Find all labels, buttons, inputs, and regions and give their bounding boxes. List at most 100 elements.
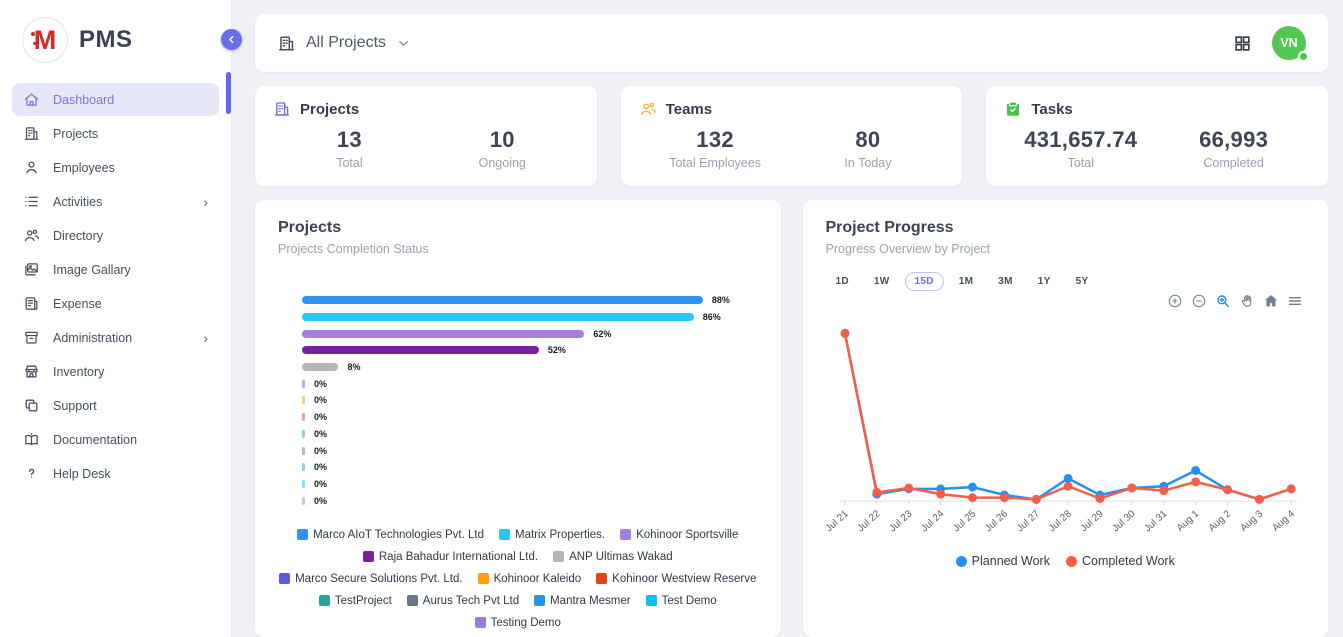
legend-swatch — [477, 573, 489, 585]
bar[interactable] — [302, 396, 305, 405]
apps-grid-icon[interactable] — [1233, 34, 1252, 53]
completion-bar-row-aurus-tech-pvt-ltd: 0% — [302, 442, 758, 459]
completion-bar-row-marco-aiot-technologies-pvt-ltd: 88% — [302, 292, 758, 309]
data-point-completed-work[interactable] — [935, 489, 945, 499]
sidebar-item-administration[interactable]: Administration › — [12, 321, 219, 354]
sidebar-item-expense[interactable]: Expense — [12, 287, 219, 320]
sidebar-item-projects[interactable]: Projects — [12, 117, 219, 150]
panel-subtitle: Progress Overview by Project — [825, 242, 991, 256]
data-point-completed-work[interactable] — [1031, 494, 1041, 504]
bar-value-label: 86% — [702, 312, 721, 323]
data-point-completed-work[interactable] — [1158, 486, 1168, 496]
legend-swatch — [596, 573, 608, 585]
bar[interactable] — [302, 413, 305, 422]
bar-value-label: 0% — [314, 445, 328, 456]
zoom-out-icon[interactable] — [1191, 293, 1207, 309]
range-button-1w[interactable]: 1W — [864, 272, 900, 291]
completion-bar-row-marco-secure-solutions-pvt-ltd: 0% — [302, 375, 758, 392]
completion-bar-row-kohinoor-westview-reserve: 0% — [302, 409, 758, 426]
data-point-planned-work[interactable] — [967, 482, 977, 492]
legend-item-aurus-tech-pvt-ltd[interactable]: Aurus Tech Pvt Ltd — [406, 595, 519, 607]
chart-menu-icon[interactable] — [1287, 293, 1303, 309]
bar[interactable] — [302, 446, 305, 455]
sidebar-item-support[interactable]: Support — [12, 389, 219, 422]
sidebar-item-employees[interactable]: Employees — [12, 151, 219, 184]
progress-legend: Planned Work Completed Work — [826, 554, 1306, 568]
sidebar-collapse-button[interactable] — [221, 29, 242, 50]
pan-icon[interactable] — [1239, 293, 1255, 309]
data-point-planned-work[interactable] — [1063, 473, 1073, 483]
data-point-completed-work[interactable] — [1222, 485, 1232, 495]
project-filter-dropdown[interactable]: All Projects — [277, 34, 411, 53]
data-point-planned-work[interactable] — [1190, 466, 1200, 475]
data-point-completed-work[interactable] — [1254, 494, 1264, 504]
stat-card-projects: Projects 13 Total 10 Ongoing — [255, 86, 597, 186]
sidebar-item-documentation[interactable]: Documentation — [12, 423, 219, 456]
legend-swatch — [474, 617, 486, 629]
legend-item-kohinoor-sportsville[interactable]: Kohinoor Sportsville — [620, 529, 738, 541]
sidebar-scrollbar-thumb[interactable] — [226, 72, 231, 114]
data-point-completed-work[interactable] — [871, 487, 881, 497]
data-point-completed-work[interactable] — [967, 493, 977, 503]
legend-item-planned-work[interactable]: Planned Work — [955, 554, 1050, 568]
sidebar-item-activities[interactable]: Activities › — [12, 185, 219, 218]
panel-title: Project Progress — [825, 219, 954, 236]
zoom-in-icon[interactable] — [1167, 293, 1183, 309]
range-button-15d[interactable]: 15D — [904, 272, 944, 291]
sidebar-item-inventory[interactable]: Inventory — [12, 355, 219, 388]
bar[interactable] — [302, 363, 339, 372]
range-button-1m[interactable]: 1M — [949, 272, 984, 291]
reset-home-icon[interactable] — [1263, 293, 1279, 309]
data-point-completed-work[interactable] — [840, 328, 849, 338]
book-icon — [23, 431, 40, 448]
legend-item-marco-aiot-technologies-pvt-ltd[interactable]: Marco AIoT Technologies Pvt. Ltd — [297, 529, 484, 541]
legend-item-kohinoor-kaleido[interactable]: Kohinoor Kaleido — [477, 573, 581, 585]
sidebar-item-image-gallary[interactable]: Image Gallary — [12, 253, 219, 286]
data-point-completed-work[interactable] — [1095, 494, 1104, 503]
data-point-completed-work[interactable] — [903, 483, 913, 493]
avatar[interactable]: VN — [1272, 26, 1309, 62]
metric-projects-ongoing: 10 Ongoing — [478, 127, 526, 170]
bar-value-label: 0% — [314, 495, 328, 506]
bar[interactable] — [302, 496, 305, 505]
bar[interactable] — [302, 479, 305, 488]
data-point-completed-work[interactable] — [1126, 483, 1136, 493]
range-button-1y[interactable]: 1Y — [1028, 272, 1061, 291]
brand-logo: M — [22, 17, 68, 63]
bar[interactable] — [302, 329, 585, 338]
completion-bar-row-anp-ultimas-wakad: 8% — [302, 359, 758, 376]
data-point-completed-work[interactable] — [1190, 477, 1200, 487]
legend-item-kohinoor-westview-reserve[interactable]: Kohinoor Westview Reserve — [596, 573, 756, 585]
selection-zoom-icon[interactable] — [1215, 293, 1231, 309]
bar[interactable] — [302, 463, 305, 472]
bar[interactable] — [302, 429, 305, 438]
sidebar-item-dashboard[interactable]: Dashboard — [12, 83, 219, 116]
legend-item-raja-bahadur-international-ltd[interactable]: Raja Bahadur International Ltd. — [362, 551, 538, 563]
legend-item-testing-demo[interactable]: Testing Demo — [474, 617, 561, 629]
topbar: All Projects VN — [255, 14, 1328, 72]
chevron-right-icon: › — [203, 193, 208, 210]
bar[interactable] — [302, 313, 694, 322]
sidebar-item-help-desk[interactable]: Help Desk — [12, 457, 219, 490]
data-point-completed-work[interactable] — [1063, 481, 1073, 491]
data-point-completed-work[interactable] — [999, 493, 1009, 503]
bar-value-label: 0% — [314, 412, 328, 423]
legend-item-mantra-mesmer[interactable]: Mantra Mesmer — [534, 595, 631, 607]
bar[interactable] — [302, 346, 539, 355]
legend-item-anp-ultimas-wakad[interactable]: ANP Ultimas Wakad — [553, 551, 673, 563]
legend-item-testproject[interactable]: TestProject — [318, 595, 392, 607]
legend-item-matrix-properties[interactable]: Matrix Properties. — [499, 529, 605, 541]
bar[interactable] — [302, 296, 703, 305]
legend-item-completed-work[interactable]: Completed Work — [1065, 554, 1175, 568]
range-button-3m[interactable]: 3M — [988, 272, 1023, 291]
range-button-1d[interactable]: 1D — [826, 272, 859, 291]
x-axis-label: Aug 3 — [1238, 508, 1265, 534]
person-icon — [23, 159, 40, 176]
range-button-5y[interactable]: 5Y — [1066, 272, 1099, 291]
data-point-completed-work[interactable] — [1286, 484, 1296, 494]
legend-item-marco-secure-solutions-pvt-ltd[interactable]: Marco Secure Solutions Pvt. Ltd. — [279, 573, 463, 585]
sidebar: M PMS Dashboard Projects Employees Activiti… — [0, 0, 242, 637]
legend-item-test-demo[interactable]: Test Demo — [645, 595, 717, 607]
bar[interactable] — [302, 379, 305, 388]
sidebar-item-directory[interactable]: Directory — [12, 219, 219, 252]
